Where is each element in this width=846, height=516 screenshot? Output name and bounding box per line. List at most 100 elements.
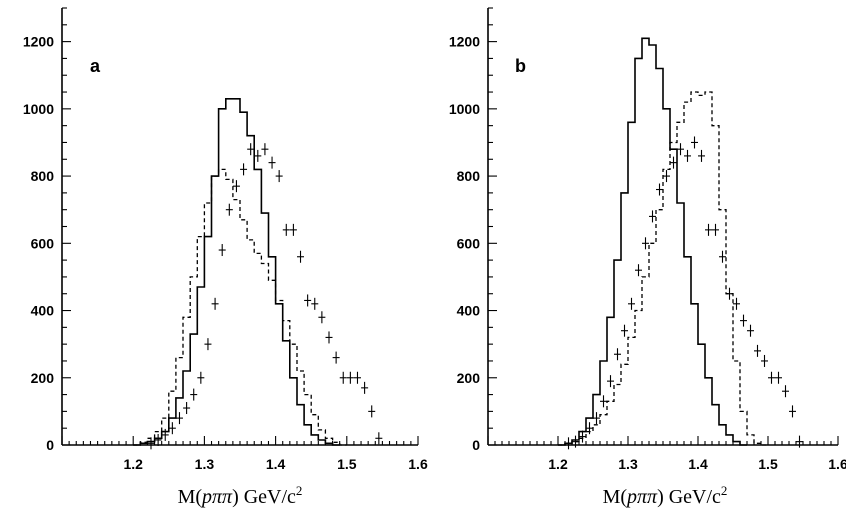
data-point [339,371,347,384]
data-point [325,331,333,344]
y-tick-label: 0 [472,437,480,453]
data-point [197,371,205,384]
x-tick-label: 1.5 [758,456,778,472]
dashed-histogram-line [558,91,768,446]
x-tick-label: 1.6 [408,456,428,472]
panel-label: b [515,56,526,76]
panel-a: 0 200 400 600 800 1000 1200 1.2 1.3 1.4 1.5 1.6 a M(p… [23,7,428,508]
data-point [297,250,305,263]
x-tick-label: 1.4 [688,456,708,472]
data-point [754,344,761,357]
data-point [621,324,628,337]
data-point [247,143,255,156]
y-tick-label: 400 [457,303,481,319]
data-point [740,314,747,327]
data-point [775,371,782,384]
data-point [346,371,354,384]
data-point [768,371,775,384]
y-tick-label: 800 [457,168,481,184]
y-tick-label: 1000 [449,101,480,117]
dashed-histogram-line [133,168,347,446]
data-point [261,143,269,156]
data-point [168,422,176,435]
x-tick-label: 1.3 [618,456,638,472]
data-point [761,354,768,367]
data-point [565,437,572,450]
data-point [183,402,191,415]
data-point [268,156,276,169]
y-tick-label: 600 [31,235,55,251]
data-point [218,244,226,257]
panel-b: 0 200 400 600 800 1000 1200 1.2 1.3 1.4 1.5 1.6 b M(p… [449,7,846,508]
data-point [663,170,670,183]
data-point [607,375,614,388]
data-point [304,294,312,307]
data-point [211,297,219,310]
data-point [782,385,789,398]
solid-histogram-line [558,37,747,446]
data-point [747,324,754,337]
data-point [572,435,579,448]
data-point [275,170,283,183]
data-point [733,297,740,310]
x-axis-title: M(pππ) GeV/c2 [603,483,728,508]
data-point [796,435,803,448]
data-point [204,338,212,351]
data-point [628,297,635,310]
y-tick-label: 600 [457,235,481,251]
x-tick-label: 1.3 [195,456,215,472]
data-point [691,136,698,149]
solid-histogram-line [133,98,340,446]
data-point [677,143,684,156]
x-axis-title: M(pππ) GeV/c2 [178,483,303,508]
x-tick-label: 1.4 [266,456,286,472]
y-tick-label: 400 [31,303,55,319]
data-point [684,149,691,162]
data-point [282,223,290,236]
y-tick-label: 0 [46,437,54,453]
y-tick-label: 1000 [23,101,54,117]
x-tick-label: 1.2 [123,456,143,472]
y-tick-label: 1200 [23,34,54,50]
data-point [614,348,621,361]
data-point [712,223,719,236]
data-point [698,149,705,162]
y-tick-label: 800 [31,168,55,184]
data-point [375,432,383,445]
x-tick-label: 1.2 [548,456,568,472]
data-point [586,422,593,435]
data-point [332,351,340,364]
data-point [190,388,198,401]
data-point [254,149,262,162]
data-point [175,412,183,425]
data-point [593,412,600,425]
data-point [240,163,248,176]
data-point [361,381,369,394]
data-point [353,371,361,384]
data-point [579,430,586,443]
x-tick-label: 1.6 [828,456,846,472]
data-point [311,297,319,310]
y-tick-label: 200 [31,370,55,386]
data-point [161,428,169,441]
data-point [656,183,663,196]
data-point [642,237,649,250]
data-point [225,203,233,216]
data-point [232,180,240,193]
data-point [289,223,297,236]
x-tick-label: 1.5 [337,456,357,472]
data-point [635,264,642,277]
data-point [147,437,155,450]
data-point [154,433,162,446]
panel-label: a [90,56,101,76]
y-tick-label: 200 [457,370,481,386]
data-point [719,250,726,263]
data-point [600,395,607,408]
data-point [789,405,796,418]
y-tick-label: 1200 [449,34,480,50]
data-point [368,405,376,418]
data-point [670,156,677,169]
data-point [318,311,326,324]
data-point [649,210,656,223]
